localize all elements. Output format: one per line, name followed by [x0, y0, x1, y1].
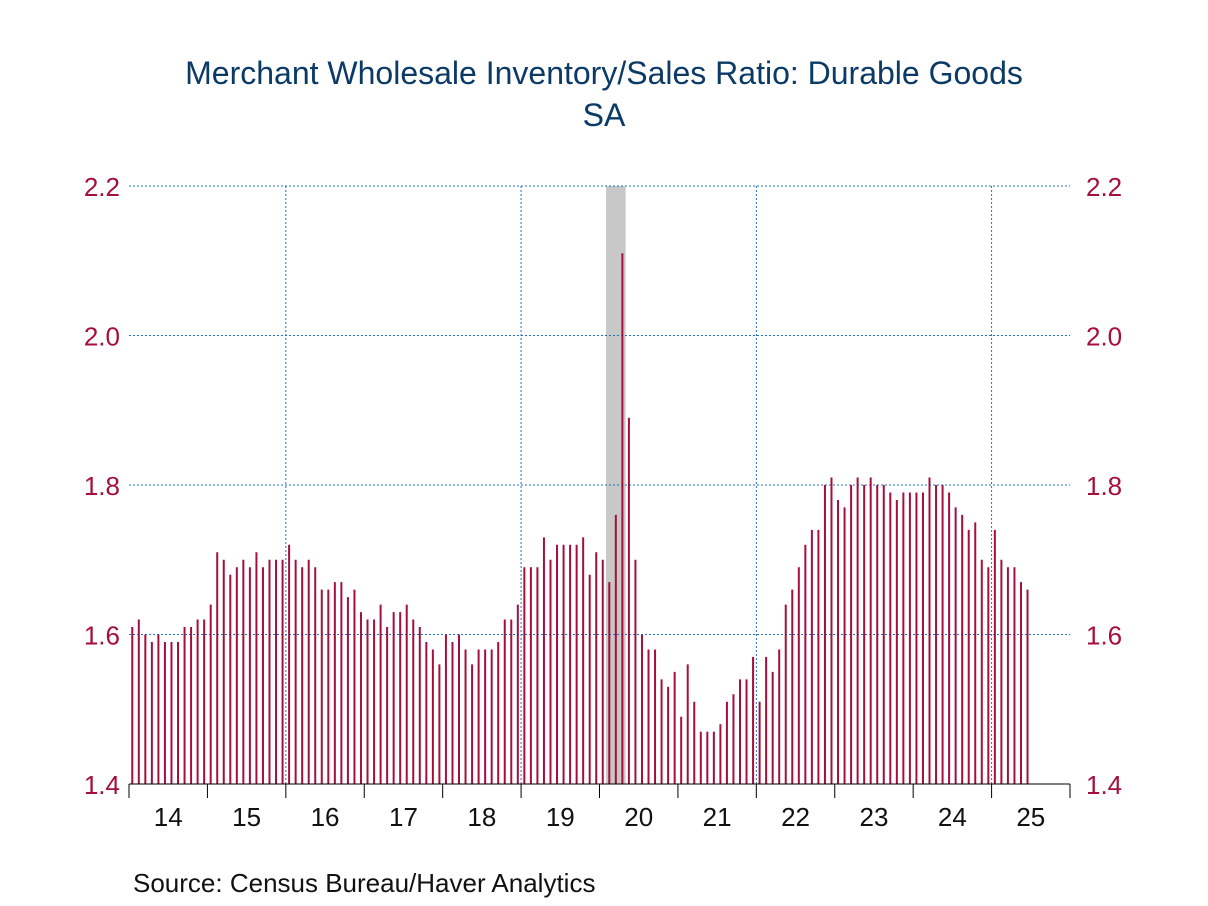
- y-tick-label-right: 1.8: [1086, 471, 1122, 501]
- x-tick-label: 18: [467, 802, 496, 832]
- y-tick-label-left: 1.6: [84, 621, 120, 651]
- x-tick-label: 24: [938, 802, 967, 832]
- chart-title: Merchant Wholesale Inventory/Sales Ratio…: [185, 55, 1023, 91]
- y-tick-label-right: 1.6: [1086, 621, 1122, 651]
- x-tick-label: 20: [624, 802, 653, 832]
- x-tick-label: 25: [1016, 802, 1045, 832]
- y-tick-label-left: 1.4: [84, 770, 120, 800]
- y-tick-label-left: 1.8: [84, 471, 120, 501]
- x-tick-label: 15: [232, 802, 261, 832]
- y-tick-label-right: 2.0: [1086, 322, 1122, 352]
- x-tick-label: 16: [311, 802, 340, 832]
- y-tick-label-left: 2.0: [84, 322, 120, 352]
- y-tick-label-right: 1.4: [1086, 770, 1122, 800]
- source-note: Source: Census Bureau/Haver Analytics: [133, 868, 596, 898]
- x-tick-label: 21: [703, 802, 732, 832]
- x-tick-label: 23: [859, 802, 888, 832]
- x-tick-label: 17: [389, 802, 418, 832]
- y-tick-label-right: 2.2: [1086, 172, 1122, 202]
- chart-subtitle: SA: [582, 97, 626, 133]
- y-tick-label-left: 2.2: [84, 172, 120, 202]
- x-tick-label: 19: [546, 802, 575, 832]
- x-tick-label: 14: [154, 802, 183, 832]
- x-tick-label: 22: [781, 802, 810, 832]
